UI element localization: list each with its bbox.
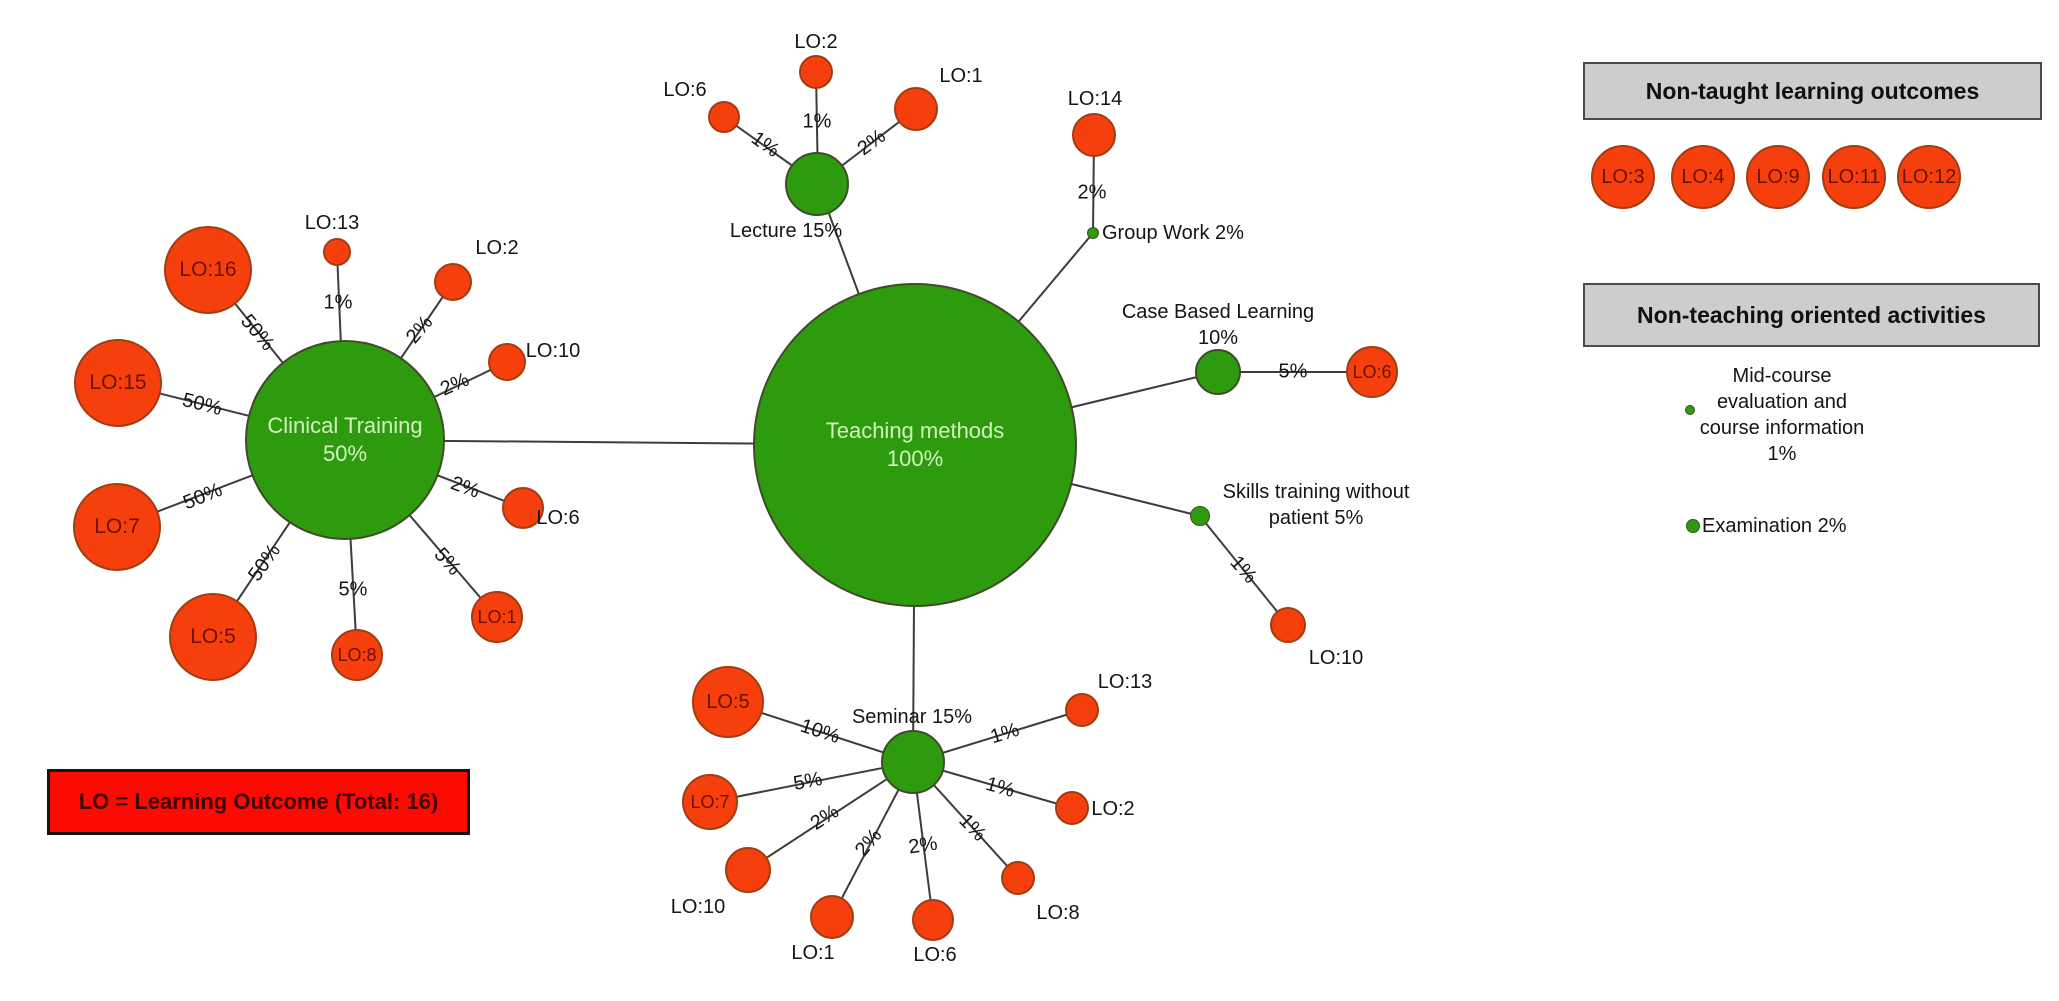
- node-groupwork-lo14: [1072, 113, 1116, 157]
- label-clinical-lo13: LO:13: [304, 212, 360, 234]
- node-case-based-learning: [1195, 349, 1241, 395]
- node-seminar-lo5: LO:5: [692, 666, 764, 738]
- label-case-based: Case Based Learning 10%: [1121, 301, 1315, 349]
- lo-label: LO:6: [1352, 361, 1392, 382]
- panel-non-teaching-header: Non-teaching oriented activities: [1583, 283, 2040, 347]
- label-seminar-lo13: LO:13: [1097, 671, 1153, 693]
- label-clinical-lo10: LO:10: [525, 340, 581, 362]
- label-group-work: Group Work 2%: [1102, 222, 1244, 244]
- lo-label: LO:5: [190, 625, 236, 648]
- label-lecture: Lecture 15%: [729, 220, 843, 242]
- lo-label: LO:8: [337, 644, 377, 665]
- pct-lecture-lo2: 1%: [802, 110, 832, 133]
- lo-label: LO:12: [1901, 165, 1957, 188]
- label-groupwork-lo14: LO:14: [1067, 88, 1123, 110]
- label-skills: Skills training without patient 5%: [1222, 481, 1410, 529]
- lo-label: LO:11: [1827, 165, 1881, 188]
- label-skills-lo10: LO:10: [1308, 647, 1364, 669]
- node-lecture: [785, 152, 849, 216]
- node-lecture-lo2: [799, 55, 833, 89]
- label-seminar-lo8: LO:8: [1036, 902, 1080, 924]
- node-lecture-lo1: [894, 87, 938, 131]
- node-clinical-lo16: LO:16: [164, 226, 252, 314]
- label-clinical-lo2: LO:2: [475, 237, 519, 259]
- clinical-label: Clinical Training 50%: [267, 413, 423, 466]
- node-clinical-lo15: LO:15: [74, 339, 162, 427]
- label-clinical-lo6: LO:6: [536, 507, 580, 529]
- hub-label: Teaching methods: [825, 418, 1005, 443]
- label-lecture-lo6: LO:6: [663, 79, 707, 101]
- lo-label: LO:16: [179, 258, 237, 281]
- node-skills-lo10: [1270, 607, 1306, 643]
- lo-label: LO:5: [706, 690, 750, 713]
- pct-groupwork-lo14: 2%: [1077, 181, 1107, 204]
- node-seminar-lo7: LO:7: [682, 774, 738, 830]
- node-clinical-lo5: LO:5: [169, 593, 257, 681]
- pct-seminar-lo6: 2%: [907, 832, 939, 859]
- node-clinical-lo13: [323, 238, 351, 266]
- node-seminar-lo13: [1065, 693, 1099, 727]
- pct-clinical-lo13: 1%: [323, 291, 353, 314]
- node-lecture-lo6: [708, 101, 740, 133]
- edge-seminar-lo10: [747, 761, 914, 871]
- node-nontaught-lo3: LO:3: [1591, 145, 1655, 209]
- lo-label: LO:15: [89, 371, 147, 394]
- node-nontaught-lo12: LO:12: [1897, 145, 1961, 209]
- node-teaching-methods: Teaching methods 100%: [753, 283, 1077, 607]
- panel-non-taught-header: Non-taught learning outcomes: [1583, 62, 2042, 120]
- label-seminar: Seminar 15%: [851, 706, 973, 728]
- label-seminar-lo10: LO:10: [670, 896, 726, 918]
- lo-label: LO:7: [94, 515, 140, 538]
- node-seminar-lo2: [1055, 791, 1089, 825]
- lo-label: LO:4: [1681, 165, 1725, 188]
- label-examination: Examination 2%: [1702, 515, 1847, 537]
- node-nontaught-lo11: LO:11: [1822, 145, 1886, 209]
- lo-label: LO:9: [1756, 165, 1800, 188]
- node-casebased-lo6: LO:6: [1346, 346, 1398, 398]
- lo-label: LO:1: [477, 606, 517, 627]
- label-seminar-lo2: LO:2: [1091, 798, 1135, 820]
- legend-box: LO = Learning Outcome (Total: 16): [47, 769, 470, 835]
- label-seminar-lo6: LO:6: [913, 944, 957, 966]
- hub-pct: 100%: [886, 446, 944, 471]
- node-seminar-lo1: [810, 895, 854, 939]
- label-seminar-lo1: LO:1: [791, 942, 835, 964]
- label-lecture-lo2: LO:2: [794, 31, 838, 53]
- lo-label: LO:7: [690, 791, 730, 812]
- pct-clinical-lo8: 5%: [338, 578, 368, 601]
- node-skills-training-dot: [1190, 506, 1210, 526]
- node-seminar-lo8: [1001, 861, 1035, 895]
- node-examination-dot: [1686, 519, 1700, 533]
- pct-casebased-lo6: 5%: [1278, 360, 1308, 383]
- edge-seminar-lo7: [709, 761, 914, 803]
- node-clinical-lo2: [434, 263, 472, 301]
- node-clinical-lo7: LO:7: [73, 483, 161, 571]
- label-lecture-lo1: LO:1: [939, 65, 983, 87]
- node-clinical-lo1: LO:1: [471, 591, 523, 643]
- edge-skills-lo10: [1199, 515, 1289, 626]
- node-midcourse-dot: [1685, 405, 1695, 415]
- node-seminar-lo10: [725, 847, 771, 893]
- node-clinical-lo10: [488, 343, 526, 381]
- node-group-work-dot: [1087, 227, 1099, 239]
- node-nontaught-lo4: LO:4: [1671, 145, 1735, 209]
- node-nontaught-lo9: LO:9: [1746, 145, 1810, 209]
- node-seminar-lo6: [912, 899, 954, 941]
- node-clinical-lo6: [502, 487, 544, 529]
- node-clinical-lo8: LO:8: [331, 629, 383, 681]
- node-clinical-training: Clinical Training 50%: [245, 340, 445, 540]
- lo-label: LO:3: [1601, 165, 1645, 188]
- label-midcourse: Mid-course evaluation and course informa…: [1699, 365, 1865, 465]
- node-seminar: [881, 730, 945, 794]
